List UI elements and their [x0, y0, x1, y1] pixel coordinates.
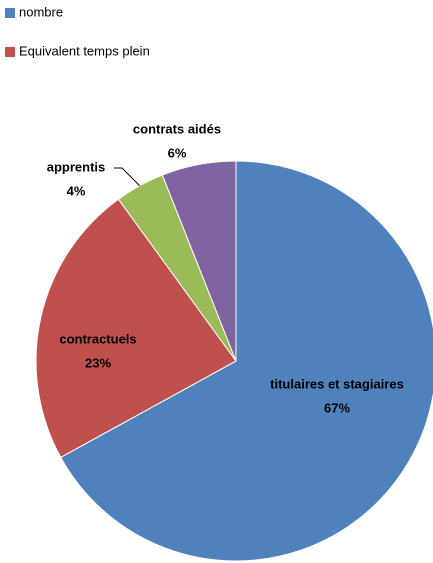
slice-label: contractuels	[59, 331, 136, 346]
leader-line	[114, 167, 141, 187]
pie-slice	[35, 198, 237, 459]
slice-label: contrats aidés	[133, 121, 221, 136]
slice-value: 67%	[324, 400, 350, 415]
legend-label: Equivalent temps plein	[19, 43, 150, 58]
pie-slice	[161, 160, 237, 362]
legend-swatch	[5, 47, 15, 57]
slice-value: 6%	[168, 145, 187, 160]
slice-label: titulaires et stagiaires	[270, 376, 404, 391]
slice-label: apprentis	[47, 159, 106, 174]
legend-swatch	[5, 8, 15, 18]
slice-value: 4%	[67, 183, 86, 198]
pie-slice	[60, 160, 433, 562]
slice-value: 23%	[85, 355, 111, 370]
legend-label: nombre	[19, 4, 63, 19]
